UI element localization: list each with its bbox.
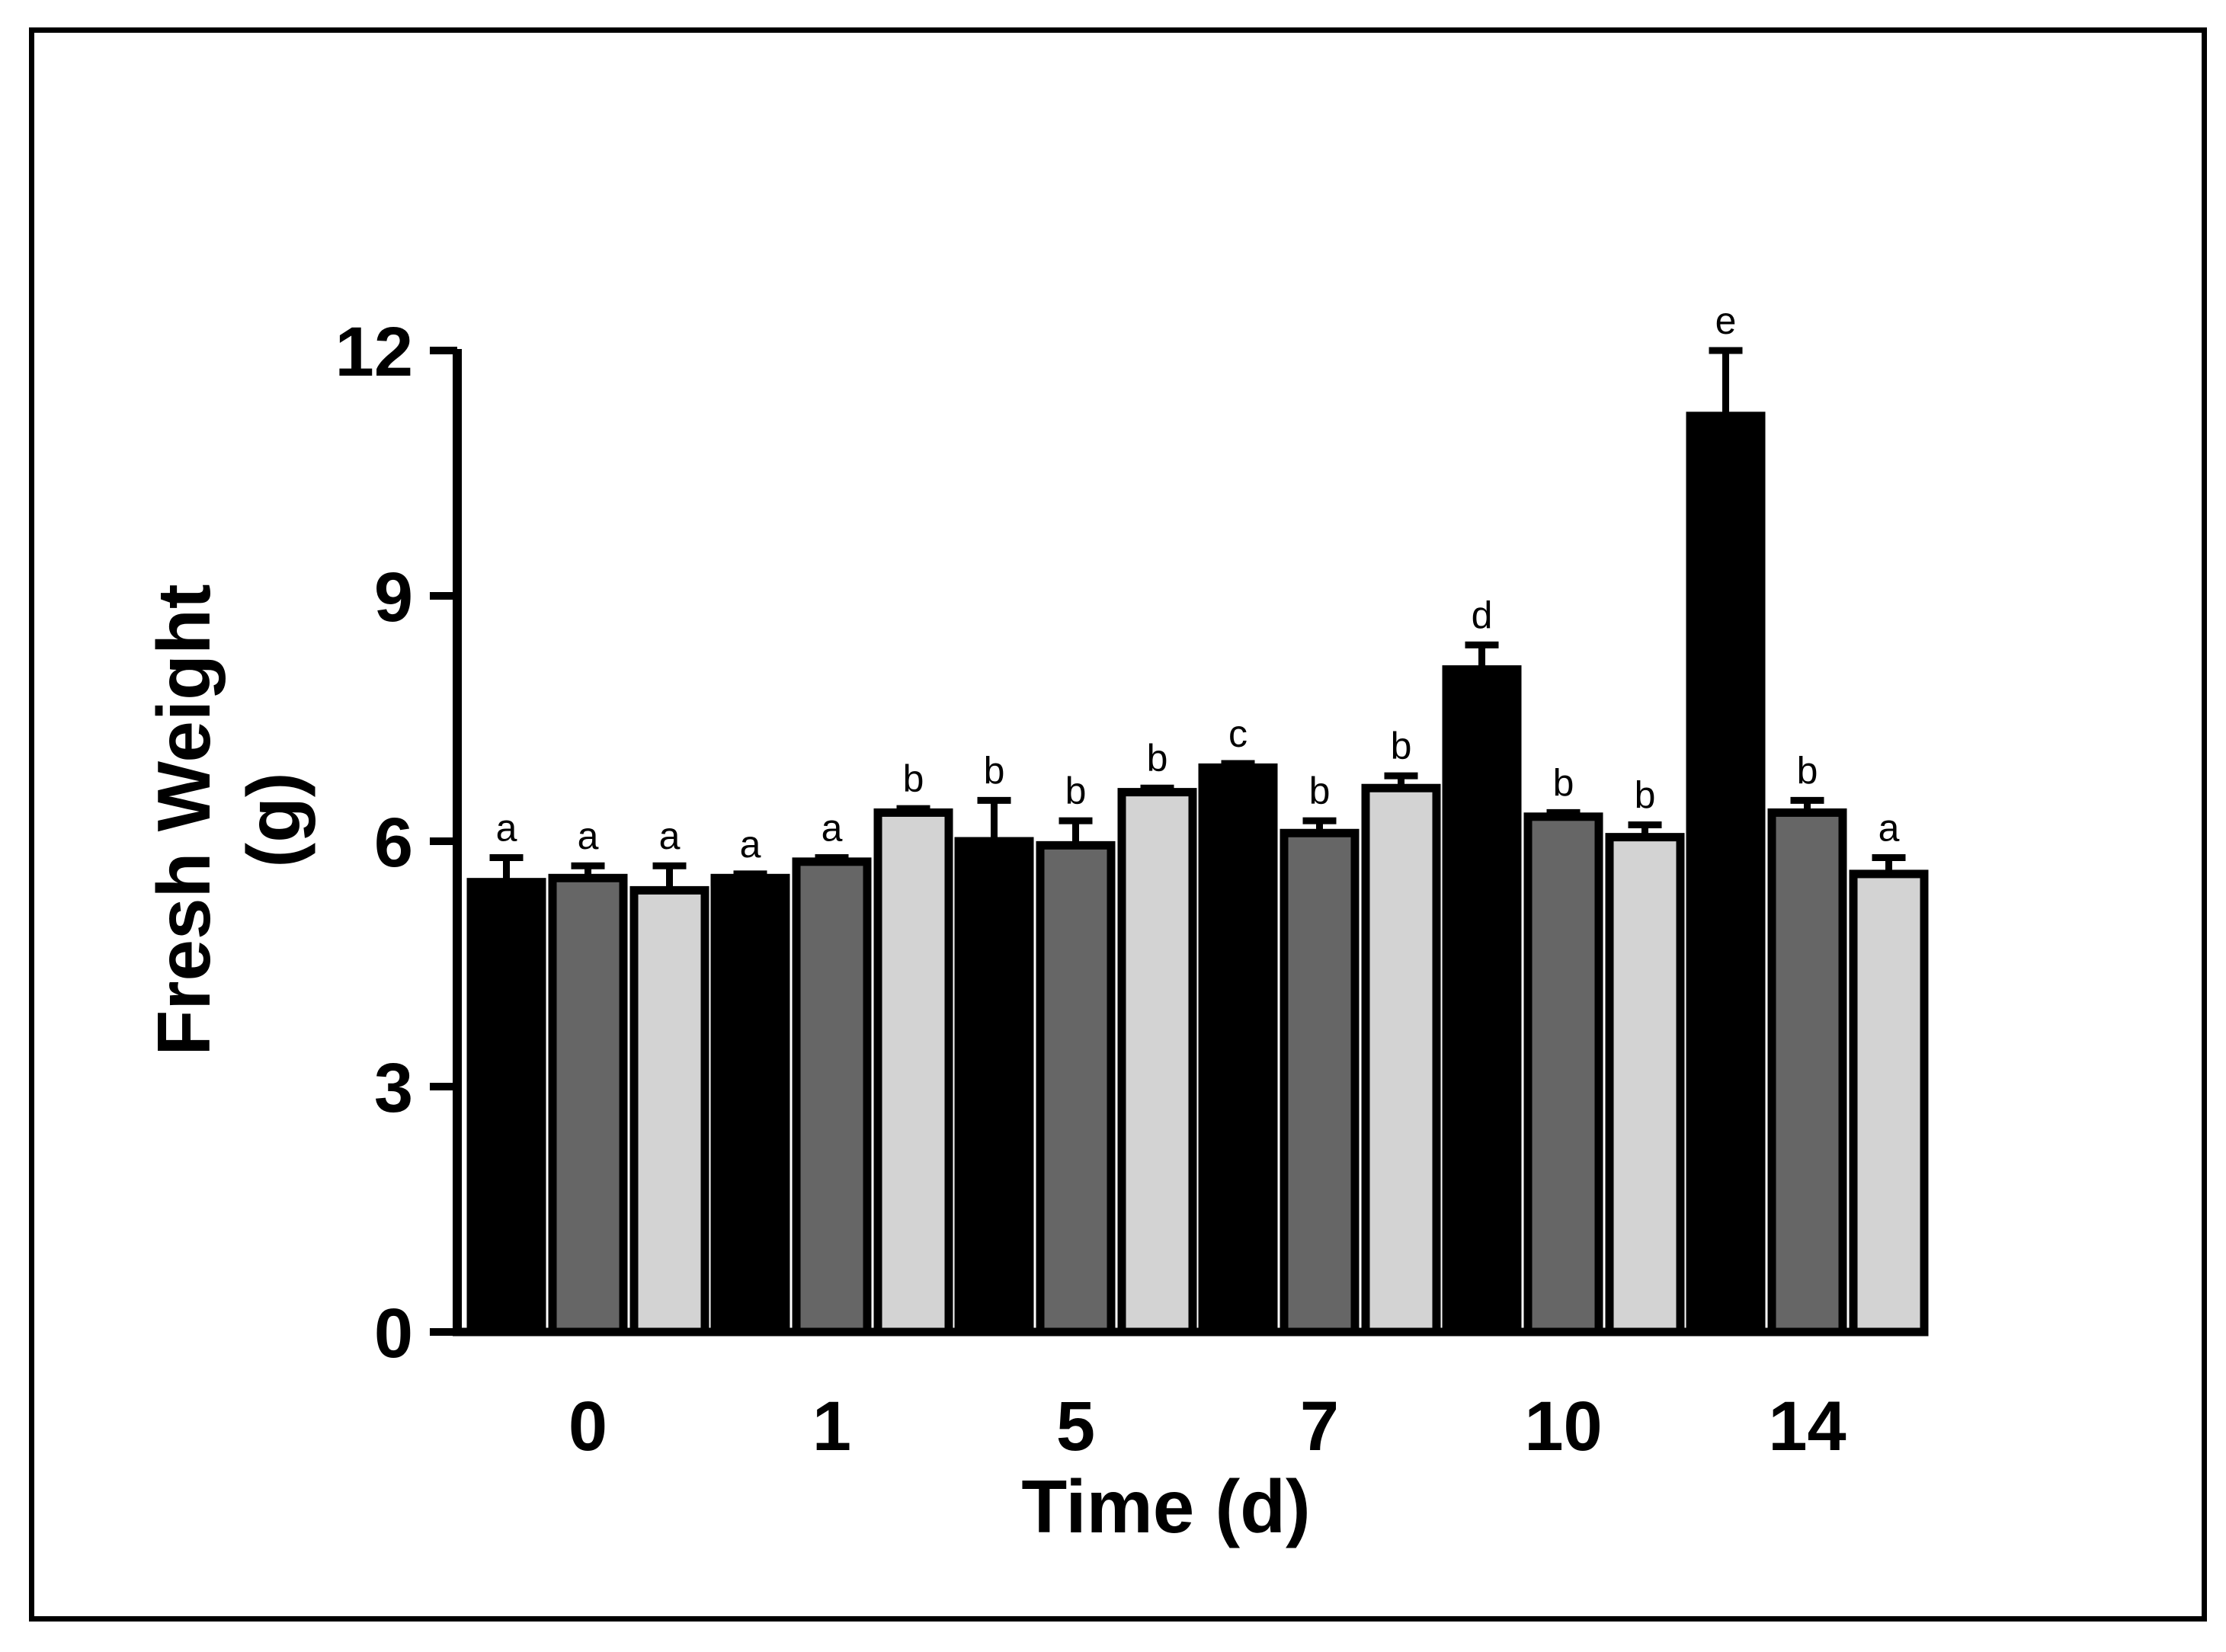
bar xyxy=(954,837,1034,1337)
y-axis-ticks: 0 3 6 9 12 xyxy=(335,313,457,1372)
y-axis-title-line: Fresh Weight xyxy=(142,584,226,1056)
x-tick-label: 0 xyxy=(569,1388,607,1465)
x-axis-title: Time (d) xyxy=(1021,1465,1310,1548)
y-tick-label: 6 xyxy=(374,804,413,882)
significance-label: a xyxy=(1878,806,1900,849)
significance-label: b xyxy=(1797,749,1818,792)
bar xyxy=(792,857,872,1337)
significance-label: b xyxy=(984,749,1005,792)
significance-label: b xyxy=(1065,770,1087,812)
bar xyxy=(1523,812,1603,1337)
x-tick-label: 14 xyxy=(1768,1388,1846,1465)
x-tick-label: 1 xyxy=(812,1388,851,1465)
significance-label: a xyxy=(659,815,681,857)
significance-label: b xyxy=(1147,737,1168,780)
y-tick-label: 3 xyxy=(374,1049,413,1127)
x-tick-label: 5 xyxy=(1056,1388,1095,1465)
significance-label: a xyxy=(496,806,517,849)
figure-frame: Fresh Weight(g) 0 3 6 9 12 a a a a a b b b b c b b d b b e b… xyxy=(29,27,2207,1622)
significance-label: a xyxy=(578,815,599,857)
bar xyxy=(1198,763,1278,1337)
significance-label: a xyxy=(822,806,843,849)
bar xyxy=(710,873,790,1337)
significance-label: d xyxy=(1472,594,1493,636)
bar xyxy=(629,885,709,1337)
significance-label: a xyxy=(740,823,761,866)
significance-label: b xyxy=(1391,725,1412,767)
significance-label: b xyxy=(1635,774,1656,817)
x-axis-ticks: 0 1 5 7 10 14 xyxy=(569,1388,1846,1465)
bar xyxy=(1849,869,1929,1337)
bar xyxy=(1036,840,1116,1337)
significance-label: e xyxy=(1715,299,1737,342)
y-tick-label: 9 xyxy=(374,559,413,636)
bar xyxy=(1442,665,1522,1337)
significance-label: b xyxy=(1309,770,1331,812)
y-tick-label: 0 xyxy=(374,1295,413,1372)
y-axis-title-text: Fresh Weight(g) xyxy=(142,584,315,1056)
y-axis-title-line: (g) xyxy=(232,772,315,867)
bar xyxy=(1605,833,1685,1337)
y-tick-label: 12 xyxy=(335,313,413,391)
bar xyxy=(1361,783,1441,1337)
bar xyxy=(873,808,953,1337)
bar xyxy=(1280,828,1360,1337)
significance-label: b xyxy=(903,757,924,800)
y-axis-title: Fresh Weight(g) xyxy=(142,584,315,1056)
x-tick-label: 10 xyxy=(1524,1388,1602,1465)
bar xyxy=(1767,808,1847,1337)
bar xyxy=(466,878,546,1337)
bar-chart: Fresh Weight(g) 0 3 6 9 12 a a a a a b b b b c b b d b b e b… xyxy=(142,299,1929,1548)
x-tick-label: 7 xyxy=(1300,1388,1339,1465)
bar xyxy=(548,873,628,1337)
bars: a a a a a b b b b c b b d b b e b a xyxy=(466,299,1929,1337)
bar xyxy=(1117,788,1197,1337)
significance-label: c xyxy=(1228,712,1248,755)
significance-label: b xyxy=(1553,761,1574,804)
bar xyxy=(1686,411,1766,1337)
